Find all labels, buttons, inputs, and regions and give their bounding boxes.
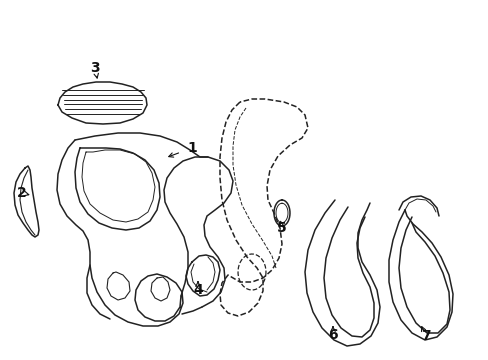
Text: 5: 5 bbox=[277, 221, 286, 235]
Text: 2: 2 bbox=[17, 186, 27, 200]
Text: 3: 3 bbox=[90, 61, 100, 75]
Text: 1: 1 bbox=[187, 141, 197, 155]
Text: 4: 4 bbox=[193, 283, 203, 297]
Text: 6: 6 bbox=[327, 328, 337, 342]
Text: 7: 7 bbox=[420, 329, 430, 343]
